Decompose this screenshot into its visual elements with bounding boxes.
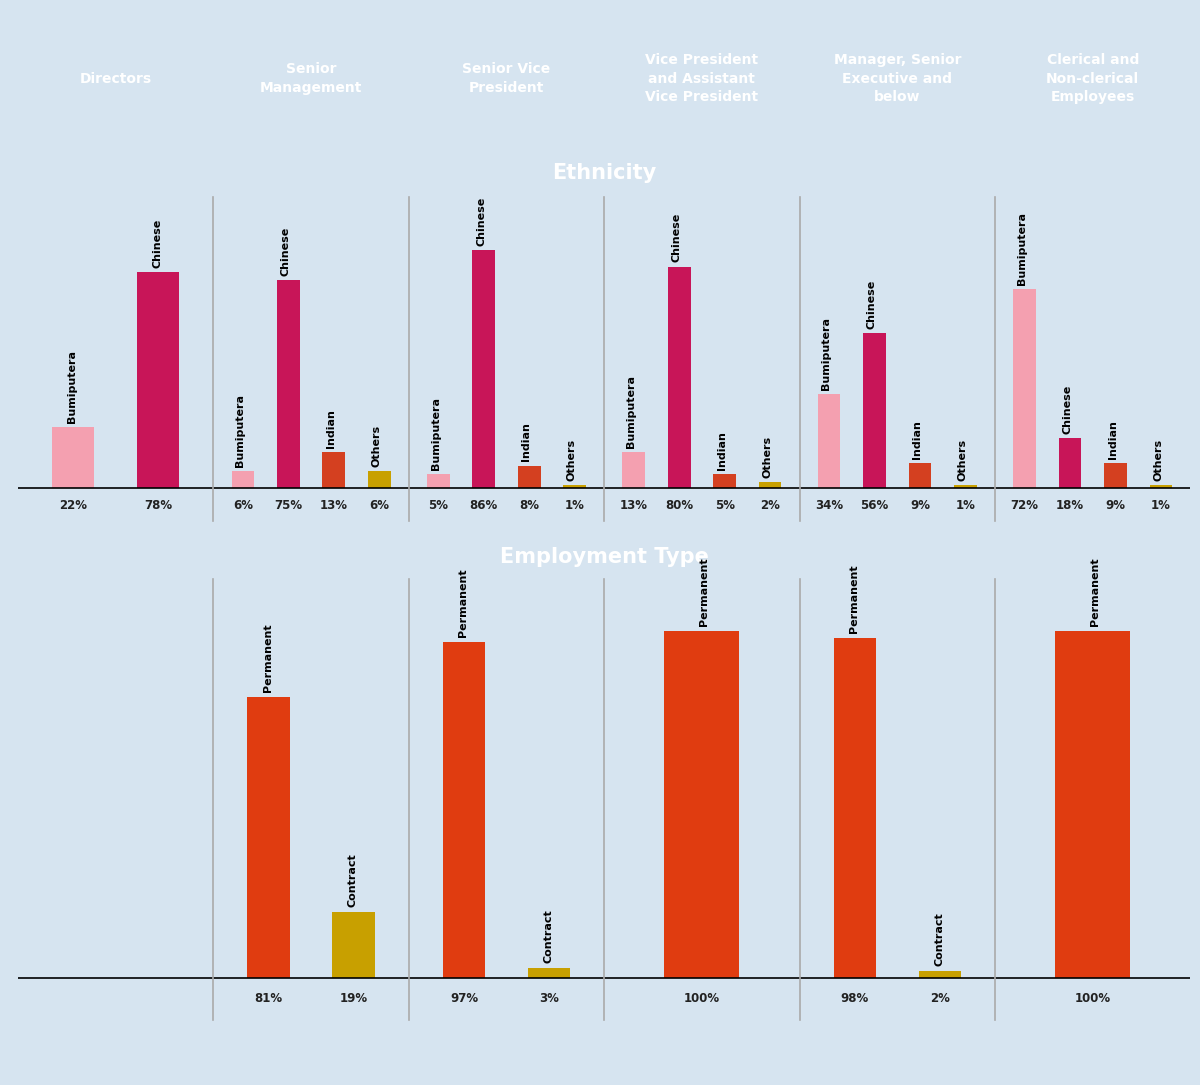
Text: Permanent: Permanent [850,564,859,634]
Text: 56%: 56% [860,499,889,512]
Text: 2%: 2% [930,992,949,1005]
Text: 80%: 80% [665,499,694,512]
Text: Indian: Indian [716,431,727,470]
Text: Ethnicity: Ethnicity [552,163,656,182]
Text: 13%: 13% [320,499,348,512]
Bar [473,250,496,487]
Text: Employment Type: Employment Type [499,547,709,566]
Text: 1%: 1% [565,499,584,512]
Bar [427,474,450,487]
Bar [1055,631,1130,979]
Text: Chinese: Chinese [281,227,290,277]
Text: Chinese: Chinese [866,280,877,329]
Text: 100%: 100% [1075,992,1111,1005]
Bar [665,631,739,979]
Text: Clerical and
Non-clerical
Employees: Clerical and Non-clerical Employees [1046,53,1139,104]
Text: Others: Others [1153,438,1163,481]
Bar [368,471,391,487]
Text: Others: Others [762,436,773,478]
Text: 3%: 3% [539,992,559,1005]
Bar [668,267,690,487]
Text: Permanent: Permanent [700,558,709,626]
Text: Others: Others [958,438,967,481]
Text: Bumiputera: Bumiputera [822,317,832,390]
Text: 81%: 81% [254,992,283,1005]
Bar [443,642,485,979]
Text: 34%: 34% [815,499,844,512]
Text: 98%: 98% [841,992,869,1005]
Text: 1%: 1% [1151,499,1171,512]
Text: Permanent: Permanent [1091,558,1100,626]
Text: 97%: 97% [450,992,478,1005]
Bar [52,426,95,487]
Text: 13%: 13% [619,499,648,512]
Text: Senior
Management: Senior Management [260,63,362,94]
Bar [323,451,346,487]
Bar [954,485,977,487]
Text: 9%: 9% [1105,499,1126,512]
Text: Senior Vice
President: Senior Vice President [462,63,551,94]
Bar [518,465,540,487]
Bar [528,968,570,979]
Text: 18%: 18% [1056,499,1084,512]
Bar [918,971,961,979]
Text: Permanent: Permanent [263,624,272,692]
Text: Contract: Contract [934,912,944,966]
Bar [623,451,646,487]
Text: 22%: 22% [59,499,88,512]
Text: Contract: Contract [348,854,358,907]
Text: 5%: 5% [428,499,449,512]
Text: 6%: 6% [233,499,253,512]
Bar [817,394,840,487]
Text: 72%: 72% [1010,499,1038,512]
Text: Others: Others [372,425,382,467]
Text: Manager, Senior
Executive and
below: Manager, Senior Executive and below [834,53,961,104]
Text: Indian: Indian [1108,420,1117,459]
Bar [1150,485,1172,487]
Text: Chinese: Chinese [672,213,682,263]
Text: Bumiputera: Bumiputera [431,397,440,470]
Text: 6%: 6% [370,499,389,512]
Text: 2%: 2% [760,499,780,512]
Bar [713,474,736,487]
Text: Chinese: Chinese [1062,384,1073,434]
Text: Contract: Contract [544,909,553,962]
Text: 5%: 5% [715,499,734,512]
Text: 100%: 100% [684,992,720,1005]
Bar [1013,289,1036,487]
Bar [1104,463,1127,487]
Bar [332,912,374,979]
Text: 1%: 1% [955,499,976,512]
Text: Indian: Indian [912,420,923,459]
Text: Chinese: Chinese [152,219,162,268]
Text: Bumiputera: Bumiputera [67,349,78,423]
Text: 86%: 86% [469,499,498,512]
Bar [247,698,290,979]
Text: 19%: 19% [340,992,367,1005]
Text: Bumiputera: Bumiputera [1016,212,1027,284]
Bar [563,485,586,487]
Text: 8%: 8% [520,499,539,512]
Bar [834,638,876,979]
Text: Others: Others [566,438,577,481]
Text: 78%: 78% [144,499,173,512]
Text: Vice President
and Assistant
Vice President: Vice President and Assistant Vice Presid… [646,53,758,104]
Bar [277,280,300,487]
Text: 9%: 9% [910,499,930,512]
Bar [758,482,781,487]
Bar [908,463,931,487]
Text: Indian: Indian [326,409,336,448]
Text: Directors: Directors [79,72,151,86]
Bar [1058,438,1081,487]
Text: Bumiputera: Bumiputera [235,394,245,467]
Bar [863,333,886,487]
Text: 75%: 75% [275,499,302,512]
Bar [137,272,180,487]
Text: Permanent: Permanent [458,567,468,637]
Text: Chinese: Chinese [476,196,486,246]
Text: Indian: Indian [522,422,532,461]
Text: Bumiputera: Bumiputera [626,374,636,448]
Bar [232,471,254,487]
